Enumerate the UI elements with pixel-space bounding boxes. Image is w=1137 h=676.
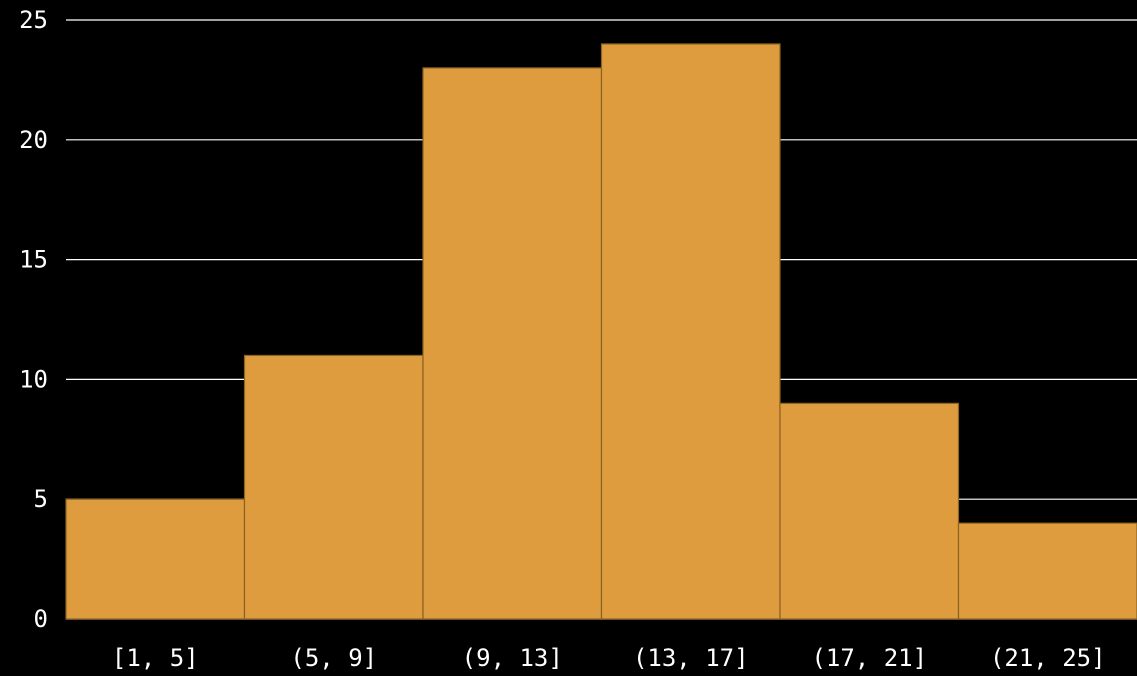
x-tick-label: [1, 5] — [112, 644, 199, 672]
y-tick-labels: 0 5 10 15 20 25 — [19, 6, 48, 633]
bar — [600, 43, 781, 620]
x-tick-label: (5, 9] — [290, 644, 377, 672]
x-tick-label: (17, 21] — [811, 644, 927, 672]
x-tick-labels: [1, 5] (5, 9] (9, 13] (13, 17] (17, 21] (21, … — [112, 644, 1106, 672]
bar — [422, 67, 603, 620]
y-tick-label: 10 — [19, 365, 48, 393]
bars — [65, 43, 1137, 620]
y-tick-label: 5 — [34, 485, 48, 513]
bar — [243, 354, 424, 620]
y-tick-label: 20 — [19, 126, 48, 154]
bar — [779, 402, 960, 620]
bar — [65, 498, 246, 620]
x-tick-label: (13, 17] — [633, 644, 749, 672]
x-tick-label: (9, 13] — [462, 644, 563, 672]
y-tick-label: 0 — [34, 605, 48, 633]
y-tick-label: 25 — [19, 6, 48, 34]
x-tick-label: (21, 25] — [990, 644, 1106, 672]
bar — [957, 522, 1137, 620]
y-tick-label: 15 — [19, 246, 48, 274]
